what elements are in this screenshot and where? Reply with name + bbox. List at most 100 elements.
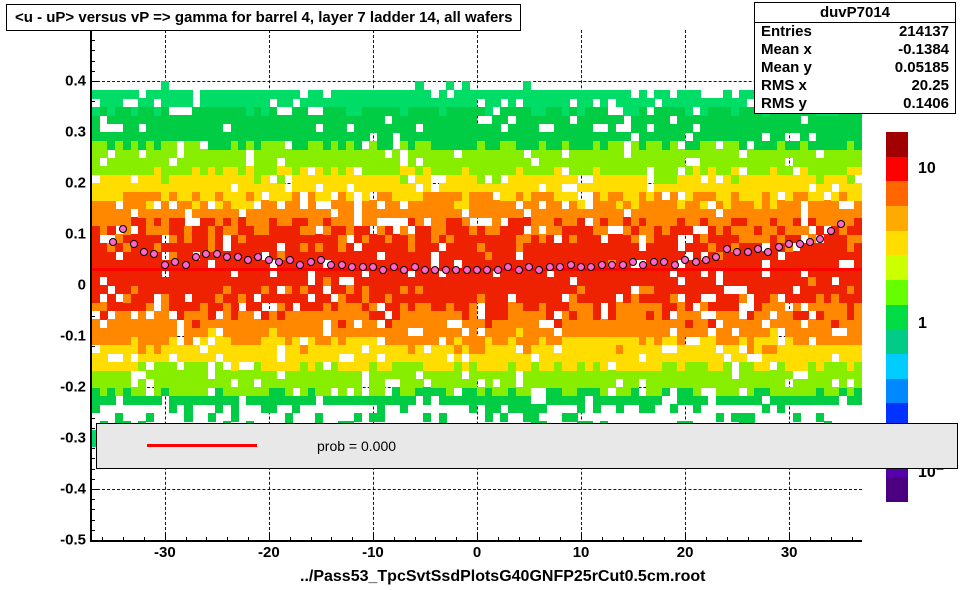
root-canvas: <u - uP> versus vP => gamma for barrel 4… xyxy=(0,0,963,590)
plot-title: <u - uP> versus vP => gamma for barrel 4… xyxy=(6,4,521,31)
profile-marker xyxy=(307,258,315,266)
profile-marker xyxy=(234,253,242,261)
stats-row: Mean x-0.1384 xyxy=(755,41,955,59)
profile-marker xyxy=(130,240,138,248)
profile-marker xyxy=(712,253,720,261)
profile-marker xyxy=(837,220,845,228)
profile-marker xyxy=(515,266,523,274)
legend-prob-label: prob = 0.000 xyxy=(317,438,396,454)
profile-marker xyxy=(182,261,190,269)
profile-marker xyxy=(431,266,439,274)
profile-marker xyxy=(317,256,325,264)
profile-marker xyxy=(390,263,398,271)
stats-row: Entries214137 xyxy=(755,23,955,41)
profile-marker xyxy=(119,225,127,233)
profile-marker xyxy=(733,248,741,256)
profile-marker xyxy=(671,261,679,269)
profile-marker xyxy=(796,240,804,248)
profile-marker xyxy=(619,261,627,269)
profile-marker xyxy=(660,258,668,266)
y-tick-label: 0.4 xyxy=(65,73,92,90)
profile-marker xyxy=(785,240,793,248)
profile-marker xyxy=(535,266,543,274)
x-tick-label: -20 xyxy=(258,540,280,561)
profile-marker xyxy=(556,263,564,271)
x-tick-label: -10 xyxy=(362,540,384,561)
profile-marker xyxy=(327,261,335,269)
profile-marker xyxy=(504,263,512,271)
profile-marker xyxy=(587,263,595,271)
profile-marker xyxy=(150,250,158,258)
profile-marker xyxy=(452,266,460,274)
profile-marker xyxy=(254,253,262,261)
profile-marker xyxy=(608,261,616,269)
y-tick-label: 0.1 xyxy=(65,226,92,243)
x-tick-label: 20 xyxy=(677,540,694,561)
colorbar-tick-label: 10 xyxy=(908,160,936,178)
x-tick-label: 0 xyxy=(473,540,481,561)
profile-marker xyxy=(161,261,169,269)
profile-marker xyxy=(577,263,585,271)
fit-legend: prob = 0.000 xyxy=(96,423,958,469)
profile-marker xyxy=(702,256,710,264)
profile-marker xyxy=(483,266,491,274)
profile-marker xyxy=(369,263,377,271)
profile-marker xyxy=(754,245,762,253)
profile-marker xyxy=(692,258,700,266)
profile-marker xyxy=(421,266,429,274)
profile-marker xyxy=(681,256,689,264)
y-tick-label: 0.2 xyxy=(65,175,92,192)
profile-marker xyxy=(473,266,481,274)
stats-row: RMS y0.1406 xyxy=(755,95,955,113)
y-tick-label: 0 xyxy=(78,277,92,294)
profile-marker xyxy=(379,266,387,274)
profile-marker xyxy=(629,258,637,266)
footer-path: ../Pass53_TpcSvtSsdPlotsG40GNFP25rCut0.5… xyxy=(300,568,705,586)
y-tick-label: -0.4 xyxy=(60,481,92,498)
y-tick-label: -0.3 xyxy=(60,430,92,447)
profile-marker xyxy=(348,263,356,271)
profile-marker xyxy=(775,243,783,251)
profile-marker xyxy=(764,248,772,256)
profile-marker xyxy=(202,250,210,258)
profile-marker xyxy=(286,256,294,264)
profile-marker xyxy=(525,263,533,271)
legend-line-sample xyxy=(147,444,257,447)
y-tick-label: -0.1 xyxy=(60,328,92,345)
profile-marker xyxy=(463,266,471,274)
x-tick-label: 10 xyxy=(573,540,590,561)
profile-marker xyxy=(265,256,273,264)
profile-marker xyxy=(223,253,231,261)
colorbar-tick-label: 1 xyxy=(908,315,927,333)
profile-marker xyxy=(598,261,606,269)
profile-marker xyxy=(400,266,408,274)
x-tick-label: 30 xyxy=(781,540,798,561)
profile-marker xyxy=(494,266,502,274)
stats-row: Mean y0.05185 xyxy=(755,59,955,77)
profile-marker xyxy=(744,248,752,256)
profile-marker xyxy=(827,227,835,235)
y-tick-label: -0.2 xyxy=(60,379,92,396)
profile-marker xyxy=(213,250,221,258)
profile-marker xyxy=(296,261,304,269)
profile-marker xyxy=(639,261,647,269)
profile-marker xyxy=(171,258,179,266)
profile-marker xyxy=(546,263,554,271)
profile-marker xyxy=(140,248,148,256)
profile-marker xyxy=(192,253,200,261)
y-tick-label: -0.5 xyxy=(60,532,92,549)
x-tick-label: -30 xyxy=(154,540,176,561)
profile-marker xyxy=(806,238,814,246)
stats-box: duvP7014 Entries214137Mean x-0.1384Mean … xyxy=(754,2,956,114)
y-tick-label: 0.3 xyxy=(65,124,92,141)
profile-marker xyxy=(338,261,346,269)
stats-row: RMS x20.25 xyxy=(755,77,955,95)
profile-marker xyxy=(816,235,824,243)
profile-marker xyxy=(275,258,283,266)
profile-marker xyxy=(359,263,367,271)
profile-marker xyxy=(567,261,575,269)
profile-marker xyxy=(411,263,419,271)
stats-title: duvP7014 xyxy=(755,3,955,23)
profile-marker xyxy=(723,245,731,253)
profile-marker xyxy=(442,266,450,274)
